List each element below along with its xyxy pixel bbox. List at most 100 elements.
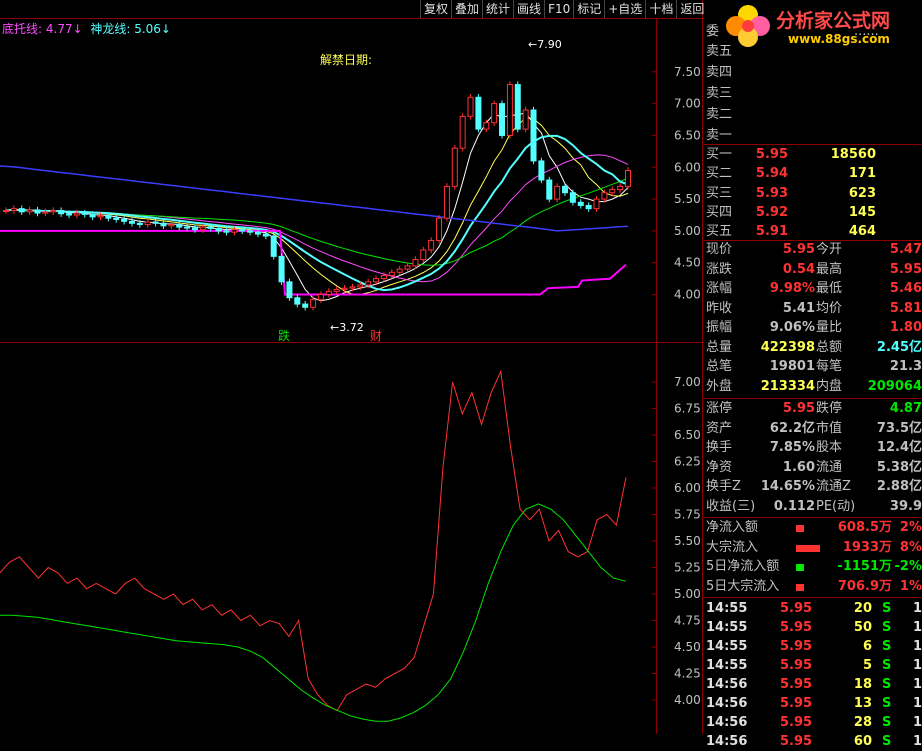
tick-time: 14:56: [706, 696, 748, 711]
toolbar-button-biaoji[interactable]: 标记: [573, 0, 604, 18]
candle-body: [97, 215, 104, 218]
toolbar-button-fuquan[interactable]: 复权: [420, 0, 451, 18]
tick-count: 1: [912, 658, 922, 673]
candle-body: [50, 210, 57, 213]
flow-row: 净流入额 608.5万 2%: [704, 518, 922, 537]
flow-row: 大宗流入 1933万 8%: [704, 538, 922, 557]
stat-label: 涨停: [706, 401, 733, 416]
price-tick-label: 7.00: [674, 97, 701, 111]
candle-body: [223, 230, 230, 233]
indicator-tick-label: 4.25: [674, 667, 701, 681]
tick-volume: 5: [862, 658, 872, 673]
toolbar-button-diejia[interactable]: 叠加: [451, 0, 482, 18]
tick-row: 14:56 5.95 13 S 1: [704, 694, 922, 713]
tick-side: S: [882, 639, 892, 654]
dituo-line: [0, 229, 627, 296]
stat-value: 9.06%: [769, 320, 815, 335]
tick-price: 5.95: [780, 696, 813, 711]
stat-row: 换手 7.85% 股本 12.4亿: [704, 438, 922, 457]
candle-body: [302, 303, 309, 308]
flow-value: -1151万: [837, 559, 892, 574]
toolbar-button-tongji[interactable]: 统计: [482, 0, 513, 18]
stat-value-2: 5.95: [889, 261, 922, 277]
candle-body: [475, 96, 482, 130]
indicator-tick-label: 4.00: [674, 693, 701, 707]
flow-row: 5日净流入额 -1151万 -2%: [704, 557, 922, 576]
candle-body: [128, 220, 135, 224]
candle-body: [569, 192, 576, 203]
arrow-down-icon: ↓: [160, 22, 171, 36]
candle-body: [144, 221, 151, 226]
flow-bar: [796, 564, 804, 571]
candle-body: [247, 230, 254, 233]
panel-divider: [704, 240, 922, 241]
tick-side: S: [882, 658, 892, 673]
indicator-tick-label: 4.75: [674, 614, 701, 628]
panel-divider: [704, 144, 922, 145]
tick-volume: 60: [853, 734, 872, 749]
stat-label-2: 均价: [816, 300, 843, 316]
stat-value-2: 5.81: [889, 300, 922, 316]
flow-percent: 1%: [899, 578, 922, 594]
candle-body: [467, 96, 474, 117]
watermark-url: www.88gs.com: [788, 32, 890, 46]
tick-row: 14:55 5.95 6 S 1: [704, 637, 922, 656]
stat-label-2: 内盘: [816, 378, 843, 394]
tick-count: 1: [912, 734, 922, 749]
tick-row: 14:56 5.95 28 S 1: [704, 713, 922, 732]
sell-label: 卖二: [706, 107, 733, 122]
buy-volume: 145: [848, 204, 876, 220]
candle-body: [609, 189, 616, 194]
indicator-tick-label: 5.50: [674, 534, 701, 548]
indicator-legend: 底托线: 4.77↓ 神龙线: 5.06↓: [2, 22, 171, 36]
toolbar-button-f10[interactable]: F10: [544, 0, 573, 18]
candle-body: [341, 287, 348, 290]
sell-label: 卖五: [706, 44, 733, 59]
indicator-tick-label: 6.50: [674, 428, 701, 442]
candle-body: [121, 218, 128, 222]
candle-body: [3, 210, 9, 213]
long-ma-line: [0, 165, 629, 232]
stat-row: 昨收 5.41 均价 5.81: [704, 299, 922, 318]
stat-label-2: 每笔: [816, 359, 843, 374]
flower-logo-icon: [726, 5, 770, 47]
buy-label: 买一: [706, 147, 733, 162]
toolbar-button-shidang[interactable]: 十档: [645, 0, 676, 18]
tick-volume: 6: [862, 639, 872, 654]
toolbar-button-zixuan[interactable]: +自选: [604, 0, 645, 18]
candle-body: [491, 103, 498, 124]
stat-value-2: 4.87: [889, 401, 922, 416]
stock-chart[interactable]: 7.50 7.00 6.50 6.00 5.50 5.00 4.50 4.00 解禁日期: ←7.…: [0, 0, 704, 734]
flow-value: 706.9万: [837, 578, 892, 594]
stat-value: 9.98%: [769, 281, 815, 296]
stat-value-2: 209064: [867, 378, 922, 394]
tick-price: 5.95: [780, 620, 813, 635]
candle-body: [577, 201, 584, 206]
tick-volume: 18: [853, 677, 872, 692]
stat-label: 涨幅: [706, 281, 733, 296]
sell-row: 卖五: [704, 42, 922, 61]
candle-body: [380, 274, 387, 280]
tick-price: 5.95: [780, 715, 813, 730]
candle-body: [113, 217, 120, 220]
toolbar-button-huaxian[interactable]: 画线: [513, 0, 544, 18]
tick-time: 14:56: [706, 715, 748, 730]
stat-value: 0.112: [773, 498, 815, 514]
candle-body: [89, 213, 96, 218]
indicator-tick-label: 4.50: [674, 640, 701, 654]
candle-body: [317, 294, 324, 301]
candle-body: [506, 84, 513, 136]
shenlong-line: [5, 134, 629, 292]
candle-body: [10, 208, 17, 212]
candle-body: [428, 239, 435, 251]
candle-body: [65, 213, 72, 216]
buy-volume: 623: [848, 185, 876, 201]
stat-label-2: 股本: [816, 440, 843, 455]
flow-value: 1933万: [842, 539, 892, 555]
candle-body: [546, 179, 553, 200]
candle-body: [349, 286, 356, 289]
toolbar-button-fanhui[interactable]: 返回: [676, 0, 707, 18]
candle-body: [105, 215, 112, 219]
buy-volume: 18560: [830, 147, 876, 162]
stat-label: 收益(三): [706, 498, 756, 514]
